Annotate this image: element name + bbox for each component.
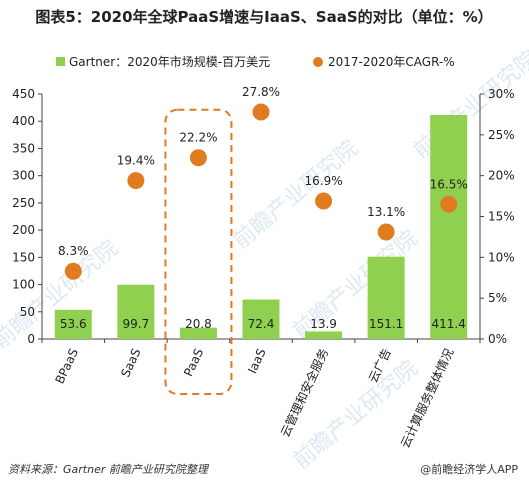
right-tick-label: 5% [488,291,507,305]
legend: Gartner：2020年市场规模-百万美元 2017-2020年CAGR-% [56,54,455,69]
cagr-value-label: 19.4% [117,154,155,168]
right-tick-label: 30% [488,87,515,101]
legend-bar-swatch [56,57,65,66]
left-tick-label: 50 [20,305,35,319]
category-label: PaaS [181,346,206,378]
bar [305,331,343,339]
legend-dot-label: 2017-2020年CAGR-% [328,55,455,69]
chart-title: 图表5：2020年全球PaaS增速与IaaS、SaaS的对比（单位：%） [35,8,492,26]
category-labels: BPaaS SaaS PaaS IaaS 云管理和安全服务 云广告 云计算服务整体情况 [53,346,457,450]
right-tick-label: 20% [488,169,515,183]
bar-value-label: 99.7 [122,317,149,331]
footer-source: 资料来源：Gartner 前瞻产业研究院整理 [8,463,210,476]
legend-bar-label: Gartner：2020年市场规模-百万美元 [69,54,270,69]
right-tick-label: 15% [488,210,515,224]
cagr-points: 8.3% 19.4% 22.2% 27.8% 16.9% 13.1% 16.5% [58,85,468,280]
cagr-point [127,172,145,190]
left-tick-label: 400 [12,114,35,128]
cagr-value-label: 13.1% [367,205,405,219]
right-tick-label: 10% [488,250,515,264]
bar [179,327,217,339]
right-tick-label: 0% [488,332,507,346]
cagr-value-label: 16.9% [305,174,343,188]
cagr-point [252,103,270,121]
cagr-point [315,192,333,210]
cagr-point [377,223,395,241]
footer-brand: @前瞻经济学人APP [420,462,518,476]
cagr-value-label: 22.2% [179,131,217,145]
cagr-point [440,195,458,213]
bar-value-label: 53.6 [60,317,87,331]
left-tick-label: 150 [12,250,35,264]
cagr-value-label: 16.5% [430,177,468,191]
category-label: IaaS [245,346,269,375]
paas-highlight-box [164,108,233,395]
bars: 53.6 99.7 20.8 72.4 13.9 151.1 411.4 [54,115,468,339]
right-tick-label: 25% [488,128,515,142]
category-label: SaaS [118,346,143,379]
left-tick-label: 350 [12,141,35,155]
legend-dot-swatch [313,57,323,67]
bar [54,309,92,339]
left-tick-label: 250 [12,196,35,210]
left-tick-label: 200 [12,223,35,237]
cagr-point [189,149,207,167]
cagr-value-label: 8.3% [58,244,89,258]
left-tick-label: 450 [12,87,35,101]
bar [117,284,155,339]
cagr-point [64,262,82,280]
bar [430,115,468,339]
bar-value-label: 13.9 [310,317,337,331]
bar-value-label: 151.1 [369,317,403,331]
left-tick-label: 100 [12,278,35,292]
bar-value-label: 411.4 [432,317,466,331]
left-tick-label: 0 [27,332,35,346]
left-tick-label: 300 [12,169,35,183]
bar-value-label: 20.8 [185,317,212,331]
bar-value-label: 72.4 [248,317,275,331]
bar [367,256,405,339]
bar [242,299,280,339]
category-label: BPaaS [53,346,81,386]
cagr-value-label: 27.8% [242,85,280,99]
watermark-text: 前瞻产业研究院 [229,136,363,254]
